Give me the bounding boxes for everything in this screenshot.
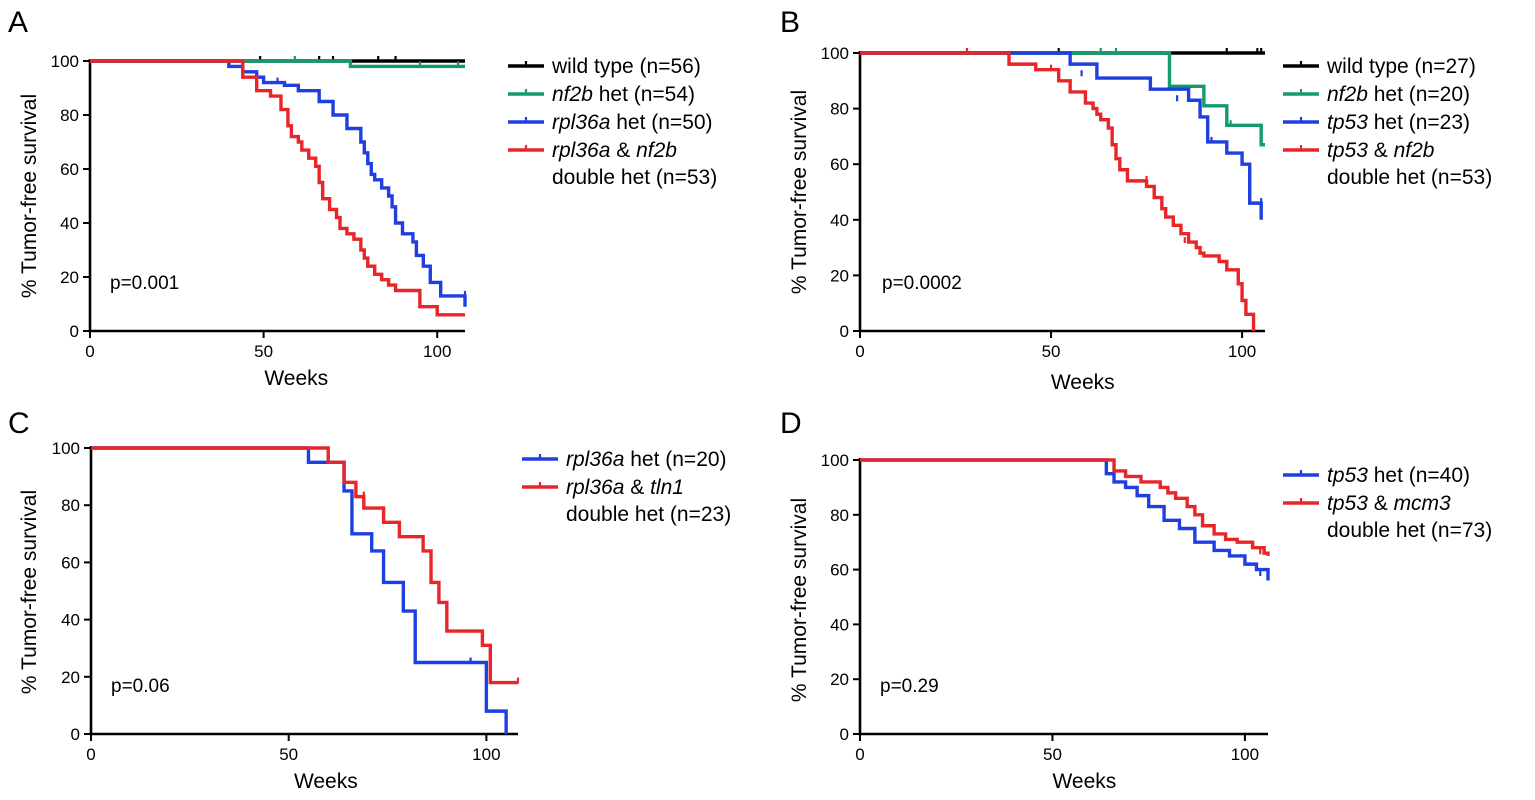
y-tick-label: 40 — [61, 611, 80, 630]
y-tick-label: 20 — [830, 266, 849, 285]
legend-symbol — [508, 89, 544, 96]
panel-letter: C — [8, 407, 30, 440]
legend-symbol — [1283, 470, 1319, 477]
x-axis-title: Weeks — [1051, 371, 1115, 394]
legend-entry-line2: double het (n=23) — [566, 503, 731, 526]
y-tick-label: 20 — [61, 668, 80, 687]
x-tick-label: 0 — [855, 745, 864, 764]
panel-c: C 0 20 40 60 80 100 0 50 100 Weeks % Tumor-free sur… — [8, 407, 731, 793]
y-tick-label: 100 — [51, 52, 79, 71]
panel-b: B 0 20 40 60 80 100 0 50 100 Weeks % Tumor-free sur… — [780, 6, 1492, 394]
y-tick-label: 60 — [60, 160, 79, 179]
legend-symbol — [522, 454, 558, 461]
y-tick-label: 80 — [61, 496, 80, 515]
legend-entry-line2: double het (n=53) — [1327, 166, 1492, 189]
legend-entry: rpl36a & tln1 — [566, 476, 684, 499]
y-tick-label: 60 — [61, 553, 80, 572]
p-value-annotation: p=0.06 — [111, 676, 170, 697]
legend-symbol — [1283, 61, 1319, 68]
legend-entry: tp53 het (n=23) — [1327, 111, 1470, 134]
legend-symbol — [1283, 117, 1319, 124]
panel-a: A 0 20 40 60 80 100 0 50 100 Weeks % Tumor-free sur… — [8, 6, 717, 390]
x-tick-label: 0 — [85, 342, 94, 361]
y-tick-label: 20 — [830, 670, 849, 689]
p-value-annotation: p=0.29 — [880, 676, 939, 697]
x-tick-label: 50 — [1042, 342, 1061, 361]
x-tick-label: 50 — [1043, 745, 1062, 764]
y-tick-label: 80 — [830, 100, 849, 119]
y-tick-label: 80 — [60, 106, 79, 125]
y-tick-label: 60 — [830, 561, 849, 580]
y-tick-label: 100 — [821, 451, 849, 470]
y-tick-label: 60 — [830, 155, 849, 174]
legend-entry: nf2b het (n=54) — [552, 83, 695, 106]
legend-symbol — [522, 482, 558, 489]
survival-curve — [860, 51, 1256, 331]
p-value-annotation: p=0.001 — [110, 273, 179, 294]
legend-symbol — [508, 117, 544, 124]
legend-entry: rpl36a het (n=50) — [552, 111, 713, 134]
y-tick-label: 40 — [830, 615, 849, 634]
y-tick-label: 0 — [840, 322, 849, 341]
survival-curve — [860, 458, 1270, 556]
panel-letter: D — [780, 407, 802, 440]
panel-letter: B — [780, 6, 800, 39]
x-tick-label: 100 — [1231, 745, 1259, 764]
survival-curve — [91, 446, 508, 734]
p-value-annotation: p=0.0002 — [882, 273, 962, 294]
y-axis-title: % Tumor-free survival — [788, 90, 811, 294]
y-tick-label: 100 — [52, 439, 80, 458]
legend-entry-line2: double het (n=53) — [552, 166, 717, 189]
y-axis-title: % Tumor-free survival — [18, 94, 41, 298]
y-tick-label: 0 — [840, 725, 849, 744]
x-axis-title: Weeks — [294, 770, 358, 793]
panel-d: D 0 20 40 60 80 100 0 50 100 Weeks % Tumor-free sur… — [780, 407, 1492, 793]
x-tick-label: 50 — [254, 342, 273, 361]
x-tick-label: 0 — [855, 342, 864, 361]
x-tick-label: 100 — [1228, 342, 1256, 361]
legend-entry: wild type (n=56) — [551, 55, 701, 78]
x-axis-title: Weeks — [1052, 770, 1116, 793]
legend-symbol — [1283, 89, 1319, 96]
y-tick-label: 0 — [70, 322, 79, 341]
legend-symbol — [508, 61, 544, 68]
x-tick-label: 100 — [472, 745, 500, 764]
x-tick-label: 100 — [423, 342, 451, 361]
y-tick-label: 40 — [60, 214, 79, 233]
legend-entry: tp53 & mcm3 — [1327, 492, 1451, 515]
legend-entry: rpl36a & nf2b — [552, 139, 677, 162]
x-tick-label: 50 — [279, 745, 298, 764]
y-tick-label: 80 — [830, 506, 849, 525]
y-tick-label: 20 — [60, 268, 79, 287]
legend-symbol — [1283, 498, 1319, 505]
y-tick-label: 100 — [821, 44, 849, 63]
y-axis-title: % Tumor-free survival — [788, 498, 811, 702]
survival-curve — [91, 446, 518, 685]
legend-entry: rpl36a het (n=20) — [566, 448, 727, 471]
x-tick-label: 0 — [86, 745, 95, 764]
legend-symbol — [508, 145, 544, 152]
legend-entry: tp53 & nf2b — [1327, 139, 1435, 162]
survival-curve — [90, 59, 467, 307]
panel-letter: A — [8, 6, 28, 39]
survival-curve — [860, 51, 1265, 147]
y-tick-label: 0 — [71, 725, 80, 744]
legend-entry: wild type (n=27) — [1326, 55, 1476, 78]
legend-symbol — [1283, 145, 1319, 152]
survival-curve — [860, 458, 1270, 581]
y-tick-label: 40 — [830, 211, 849, 230]
x-axis-title: Weeks — [264, 367, 328, 390]
survival-curve — [90, 59, 465, 317]
legend-entry: nf2b het (n=20) — [1327, 83, 1470, 106]
legend-entry: tp53 het (n=40) — [1327, 464, 1470, 487]
survival-curve — [860, 51, 1263, 220]
y-axis-title: % Tumor-free survival — [18, 490, 41, 694]
legend-entry-line2: double het (n=73) — [1327, 519, 1492, 542]
